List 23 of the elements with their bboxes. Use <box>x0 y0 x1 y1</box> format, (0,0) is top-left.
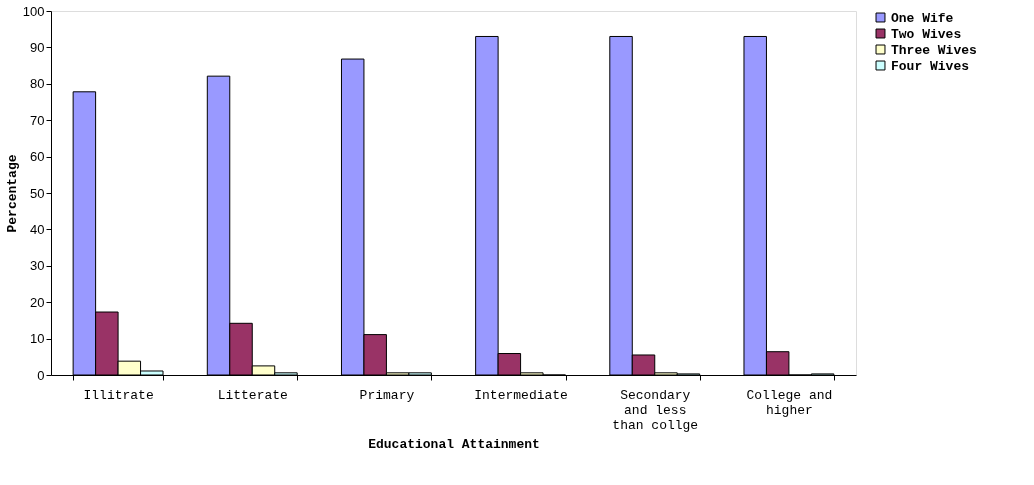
y-tick-label: 50 <box>30 185 45 201</box>
y-tick-label: 60 <box>30 149 45 165</box>
x-tick-label: College and higher <box>746 387 833 418</box>
y-tick-label: 30 <box>30 258 45 274</box>
legend-label: Three Wives <box>891 42 978 58</box>
y-tick-label: 70 <box>30 112 45 128</box>
x-tick-label: Litterate <box>217 387 288 403</box>
y-tick-label: 0 <box>37 367 45 383</box>
x-tick-label: Illitrate <box>83 387 154 403</box>
legend-label: Four Wives <box>891 58 970 74</box>
x-tick-label: Secondary and less than collge <box>612 387 699 433</box>
legend-label: Two Wives <box>891 26 962 42</box>
x-tick-label: Primary <box>359 387 415 403</box>
y-tick-label: 10 <box>30 331 45 347</box>
y-axis-title: Percentage <box>4 154 20 233</box>
legend-label: One Wife <box>891 10 954 26</box>
y-tick-label: 100 <box>22 3 45 19</box>
y-tick-label: 80 <box>30 76 45 92</box>
y-tick-label: 40 <box>30 221 45 237</box>
y-tick-label: 20 <box>30 294 45 310</box>
x-tick-label: Intermediate <box>474 387 568 403</box>
x-axis-title: Educational Attainment <box>368 436 540 452</box>
y-tick-label: 90 <box>30 39 45 55</box>
